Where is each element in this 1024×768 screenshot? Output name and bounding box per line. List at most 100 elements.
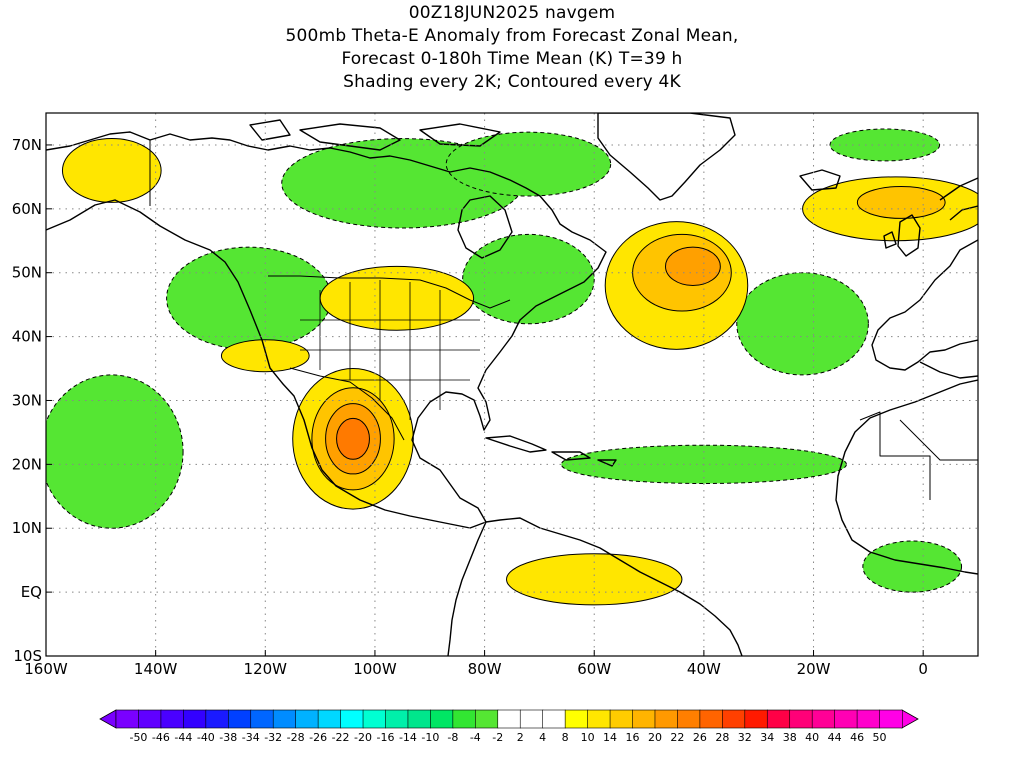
x-tick-label: 160W (24, 660, 68, 678)
colorbar-swatch (497, 709, 521, 729)
y-tick-label: 50N (12, 264, 42, 282)
coastline-africa (835, 379, 978, 575)
colorbar-swatch (722, 709, 746, 729)
x-tick-label: 100W (353, 660, 397, 678)
colorbar-swatch (183, 709, 207, 729)
coastline-greenland (597, 113, 736, 201)
colorbar-label: 40 (805, 731, 819, 744)
anomaly-region-yellow (319, 265, 475, 331)
colorbar-swatch (138, 709, 162, 729)
colorbar-swatch (160, 709, 184, 729)
coastline-iceland (799, 169, 841, 191)
coastline-north-america (46, 131, 607, 529)
anomaly-region-yellow (220, 339, 310, 373)
colorbar-high-arrow (901, 709, 919, 729)
boundary-africa-west (859, 411, 978, 500)
colorbar-label: 4 (539, 731, 546, 744)
title-line-1: 00Z18JUN2025 navgem (408, 3, 616, 23)
anomaly-region-orange (665, 246, 721, 286)
x-tick-label: 40W (687, 660, 721, 678)
longitude-axis: 160W 140W 120W 100W 80W 60W 40W 20W 0 (24, 650, 928, 678)
colorbar-swatch (789, 709, 813, 729)
colorbar-swatch (272, 709, 297, 729)
colorbar-swatch (115, 709, 140, 729)
colorbar-label: -20 (354, 731, 372, 744)
colorbar-label: -44 (174, 731, 192, 744)
colorbar-label: 26 (693, 731, 707, 744)
anomaly-region-green (445, 131, 612, 197)
anomaly-region-gold (856, 185, 946, 219)
colorbar-swatch (632, 709, 656, 729)
colorbar-label: 34 (760, 731, 774, 744)
colorbar-swatch (407, 709, 432, 729)
x-tick-label: 140W (134, 660, 178, 678)
colorbar-swatch (587, 709, 611, 729)
anomaly-region-green (736, 272, 869, 376)
coastline-mediterranean (919, 361, 978, 379)
colorbar-swatch (834, 709, 858, 729)
colorbar-label: 22 (670, 731, 684, 744)
colorbar-label: -8 (447, 731, 458, 744)
colorbar-label: -26 (309, 731, 327, 744)
x-tick-label: 60W (577, 660, 611, 678)
colorbar-label: -14 (399, 731, 417, 744)
anomaly-region-green (862, 540, 963, 593)
colorbar-label: 44 (828, 731, 842, 744)
colorbar-swatch (744, 709, 768, 729)
colorbar-label: 50 (873, 731, 887, 744)
colorbar-swatch (340, 709, 364, 729)
x-tick-label: 20W (797, 660, 831, 678)
colorbar-label: 10 (581, 731, 595, 744)
anomaly-shading (46, 128, 978, 606)
colorbar-swatch (609, 709, 634, 729)
anomaly-region-dorange (336, 417, 370, 460)
colorbar-swatch (250, 709, 274, 729)
boundary-us-mexico (289, 367, 405, 441)
title-line-3: Forecast 0-180h Time Mean (K) T=39 h (341, 49, 683, 69)
y-tick-label: 30N (12, 391, 42, 409)
colorbar-swatch (699, 709, 723, 729)
boundary-us-canada (268, 275, 511, 309)
coastline-hudson-bay (457, 195, 513, 259)
coastline-caribbean (485, 435, 617, 467)
colorbar-label: 28 (715, 731, 729, 744)
colorbar-label: -2 (492, 731, 503, 744)
anomaly-region-yellow (61, 138, 162, 203)
colorbar-swatch (227, 709, 252, 729)
anomaly-region-green (462, 233, 595, 325)
title-line-4: Shading every 2K; Contoured every 4K (343, 72, 681, 92)
colorbar-label: -10 (421, 731, 439, 744)
x-tick-label: 120W (244, 660, 288, 678)
colorbar-swatch (564, 709, 589, 729)
colorbar-swatch (317, 709, 342, 729)
colorbar-swatch (295, 709, 319, 729)
colorbar-label: 2 (517, 731, 524, 744)
y-tick-label: 70N (12, 136, 42, 154)
coastline-europe (871, 239, 978, 371)
colorbar-label: -32 (264, 731, 282, 744)
colorbar-label: -28 (287, 731, 305, 744)
colorbar-label: -40 (197, 731, 215, 744)
colorbar-label: -46 (152, 731, 170, 744)
x-tick-label: 0 (918, 660, 928, 678)
colorbar-label: 20 (648, 731, 662, 744)
coastline-british-isles (883, 214, 921, 257)
colorbar-swatch (430, 709, 454, 729)
colorbar-low-arrow (99, 709, 117, 729)
colorbar-label: 46 (850, 731, 864, 744)
x-tick-label: 80W (468, 660, 502, 678)
colorbar-swatch (385, 709, 409, 729)
colorbar-label: -50 (129, 731, 147, 744)
anomaly-region-green (46, 374, 184, 529)
latitude-axis: 10S EQ 10N 20N 30N 40N 50N 60N 70N (12, 136, 52, 665)
coastline-scandinavia (939, 177, 978, 221)
colorbar-swatch (856, 709, 881, 729)
colorbar: -50 -46 -44 -40 -38 -34 -32 -28 -26 -22 -20 -16 -14-… (99, 709, 919, 744)
coastlines (46, 113, 978, 656)
colorbar-label: 38 (783, 731, 797, 744)
colorbar-swatch (677, 709, 701, 729)
title-line-2: 500mb Theta-E Anomaly from Forecast Zona… (285, 26, 739, 46)
y-tick-label: EQ (21, 583, 42, 601)
y-tick-label: 40N (12, 328, 42, 346)
colorbar-swatch (879, 709, 903, 729)
